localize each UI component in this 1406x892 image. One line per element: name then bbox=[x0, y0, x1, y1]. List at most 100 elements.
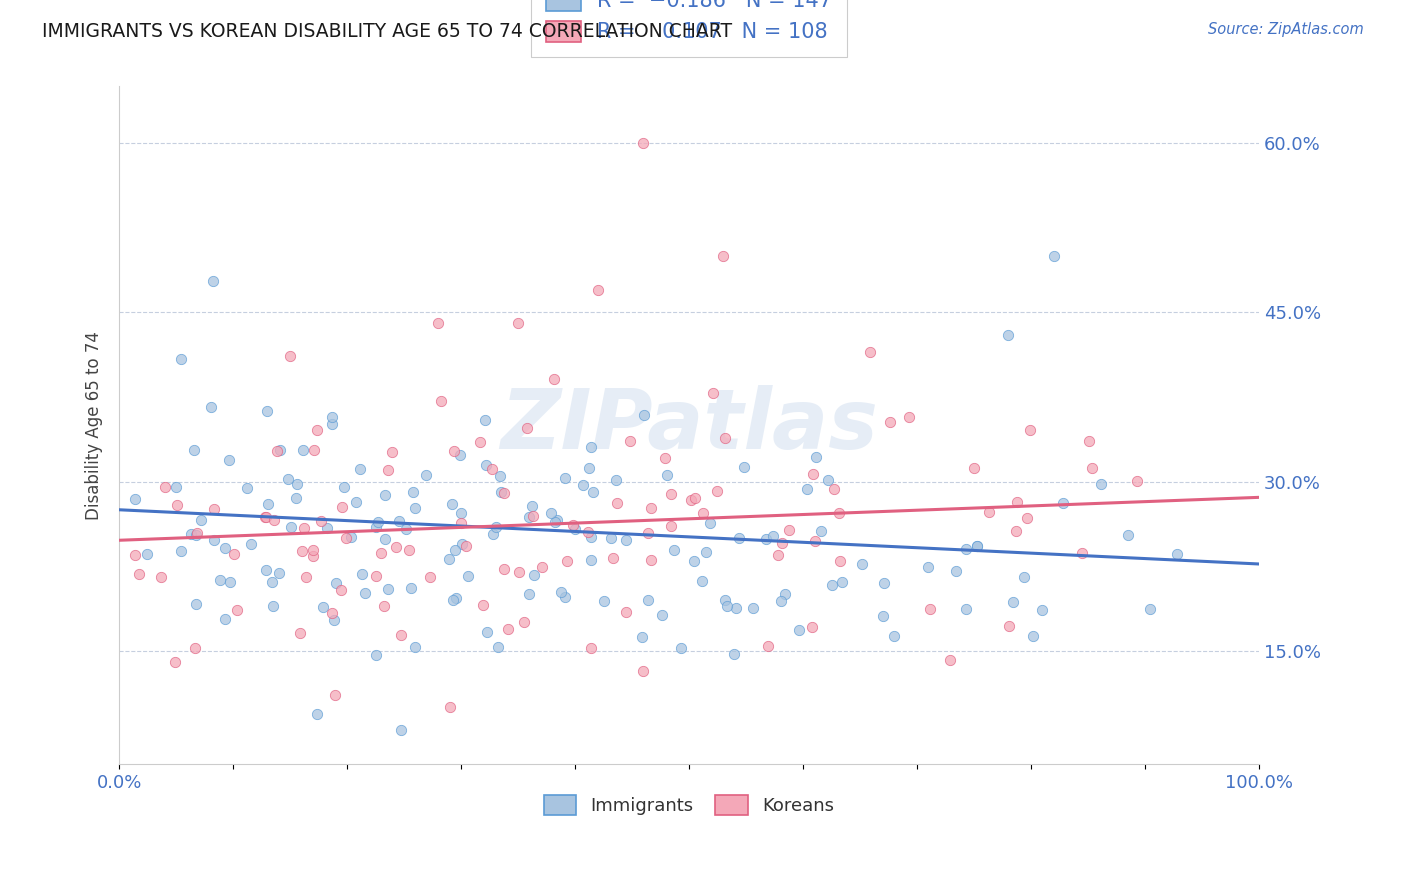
Point bbox=[496, 622, 519, 636]
Point bbox=[155, 480, 177, 494]
Point bbox=[714, 431, 737, 445]
Point bbox=[955, 541, 977, 556]
Point bbox=[530, 560, 553, 574]
Point bbox=[481, 462, 503, 476]
Point bbox=[260, 575, 283, 590]
Point bbox=[124, 491, 146, 506]
Point bbox=[695, 545, 717, 559]
Point bbox=[997, 327, 1019, 342]
Point bbox=[367, 515, 389, 529]
Point bbox=[554, 590, 576, 604]
Point bbox=[450, 506, 472, 520]
Point bbox=[966, 539, 988, 553]
Point bbox=[398, 543, 420, 558]
Point bbox=[713, 593, 735, 607]
Point bbox=[389, 628, 412, 642]
Point bbox=[831, 575, 853, 590]
Point bbox=[470, 435, 492, 450]
Point bbox=[579, 440, 602, 454]
Point bbox=[441, 592, 464, 607]
Point bbox=[631, 630, 654, 644]
Point bbox=[340, 530, 363, 544]
Point bbox=[165, 480, 187, 494]
Point bbox=[669, 641, 692, 656]
Point bbox=[540, 507, 562, 521]
Point bbox=[606, 496, 628, 510]
Point bbox=[427, 317, 450, 331]
Point bbox=[762, 529, 785, 543]
Point bbox=[619, 434, 641, 449]
Point bbox=[214, 541, 236, 555]
Point bbox=[773, 587, 796, 601]
Point bbox=[302, 543, 325, 558]
Point bbox=[256, 404, 278, 418]
Text: Source: ZipAtlas.com: Source: ZipAtlas.com bbox=[1208, 22, 1364, 37]
Point bbox=[186, 525, 208, 540]
Point bbox=[321, 410, 343, 425]
Point bbox=[285, 476, 308, 491]
Point bbox=[582, 484, 605, 499]
Point bbox=[516, 421, 538, 435]
Point bbox=[796, 482, 818, 496]
Point bbox=[998, 619, 1021, 633]
Point bbox=[385, 540, 408, 554]
Point bbox=[404, 640, 426, 655]
Point bbox=[323, 688, 346, 702]
Point bbox=[1139, 601, 1161, 615]
Point bbox=[481, 527, 503, 541]
Point bbox=[1005, 495, 1028, 509]
Point bbox=[429, 393, 451, 408]
Point bbox=[633, 408, 655, 422]
Point bbox=[183, 443, 205, 458]
Point bbox=[520, 499, 543, 513]
Point bbox=[1078, 434, 1101, 449]
Point bbox=[307, 707, 329, 722]
Point bbox=[214, 612, 236, 626]
Point bbox=[554, 471, 576, 485]
Point bbox=[218, 574, 240, 589]
Point bbox=[823, 482, 845, 496]
Point bbox=[706, 483, 728, 498]
Point bbox=[184, 641, 207, 656]
Point bbox=[766, 548, 789, 562]
Point bbox=[292, 443, 315, 458]
Point bbox=[316, 521, 339, 535]
Point bbox=[662, 543, 685, 558]
Point bbox=[335, 531, 357, 545]
Point bbox=[917, 559, 939, 574]
Point bbox=[605, 473, 627, 487]
Point bbox=[733, 460, 755, 475]
Point bbox=[804, 534, 827, 549]
Point bbox=[280, 520, 302, 534]
Text: IMMIGRANTS VS KOREAN DISABILITY AGE 65 TO 74 CORRELATION CHART: IMMIGRANTS VS KOREAN DISABILITY AGE 65 T… bbox=[42, 22, 733, 41]
Point bbox=[810, 524, 832, 539]
Point bbox=[897, 409, 920, 424]
Point bbox=[699, 516, 721, 530]
Point bbox=[1019, 424, 1042, 438]
Point bbox=[586, 283, 609, 297]
Point bbox=[651, 608, 673, 623]
Point bbox=[654, 451, 676, 466]
Point bbox=[309, 514, 332, 528]
Point bbox=[873, 575, 896, 590]
Point bbox=[454, 539, 477, 553]
Point bbox=[1118, 528, 1140, 542]
Point bbox=[955, 601, 977, 615]
Point bbox=[977, 505, 1000, 519]
Point bbox=[474, 412, 496, 426]
Point bbox=[278, 349, 301, 363]
Point bbox=[637, 593, 659, 607]
Point bbox=[724, 600, 747, 615]
Point bbox=[291, 544, 314, 558]
Point bbox=[377, 463, 399, 477]
Point bbox=[225, 603, 247, 617]
Point bbox=[681, 492, 703, 507]
Point bbox=[374, 532, 396, 546]
Point bbox=[1070, 546, 1092, 560]
Point bbox=[522, 508, 544, 523]
Point bbox=[543, 372, 565, 386]
Point bbox=[962, 461, 984, 475]
Point bbox=[450, 516, 472, 530]
Point bbox=[366, 520, 388, 534]
Point bbox=[472, 598, 495, 612]
